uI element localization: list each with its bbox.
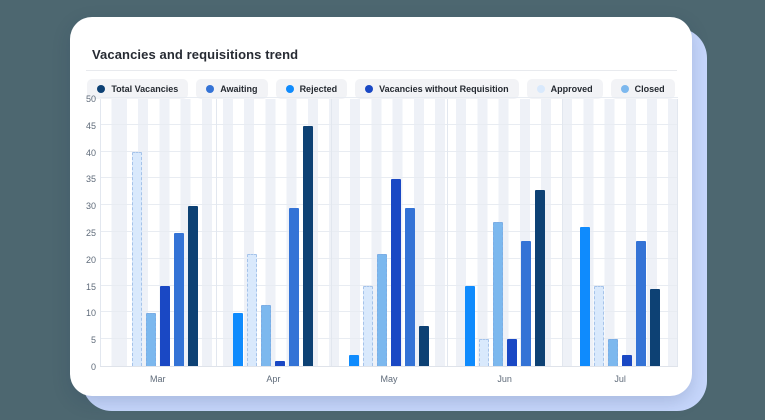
y-tick-label: 15 bbox=[85, 281, 96, 292]
horizontal-gridline bbox=[100, 257, 678, 259]
bar-closed-jun[interactable] bbox=[492, 221, 503, 366]
bar-total-vacancies-mar[interactable] bbox=[187, 205, 198, 366]
legend-dot-icon bbox=[536, 85, 545, 93]
y-tick-label: 25 bbox=[85, 228, 96, 238]
bar-rejected-jul[interactable] bbox=[580, 227, 591, 366]
bar-group-apr bbox=[216, 99, 332, 366]
bar-closed-may[interactable] bbox=[376, 253, 387, 366]
bar-approved-may[interactable] bbox=[362, 285, 373, 366]
horizontal-gridline bbox=[100, 204, 678, 206]
legend-item-rejected[interactable]: Rejected bbox=[275, 79, 348, 99]
bar-chart: 0 5 10 15 20 25 30 35 40 45 50 Mar Apr May Jun Jul bbox=[70, 17, 692, 396]
legend-item-label: Awaiting bbox=[220, 84, 258, 94]
legend-dot-icon bbox=[365, 85, 374, 93]
x-tick-label-may: May bbox=[380, 374, 398, 384]
bar-approved-apr[interactable] bbox=[247, 253, 258, 366]
legend-item-total-vacancies[interactable]: Total Vacancies bbox=[87, 79, 189, 99]
legend-dot-icon bbox=[620, 85, 629, 93]
plot-area bbox=[100, 97, 678, 367]
y-tick-label: 20 bbox=[85, 254, 96, 265]
bar-group-mar bbox=[100, 99, 216, 366]
y-tick-label: 5 bbox=[90, 335, 96, 346]
bar-awaiting-jul[interactable] bbox=[636, 240, 647, 366]
x-tick-label-mar: Mar bbox=[150, 374, 166, 384]
horizontal-gridline bbox=[100, 177, 678, 179]
vertical-gridline bbox=[331, 99, 333, 366]
bar-awaiting-jun[interactable] bbox=[520, 240, 531, 366]
bar-rejected-may[interactable] bbox=[348, 355, 359, 366]
vertical-gridline bbox=[215, 99, 217, 366]
bar-group-jul bbox=[562, 99, 678, 366]
legend-item-closed[interactable]: Closed bbox=[610, 79, 675, 99]
bar-vacancies-without-requisition-jun[interactable] bbox=[506, 339, 517, 366]
horizontal-gridline bbox=[100, 231, 678, 232]
bar-awaiting-apr[interactable] bbox=[289, 208, 300, 366]
bar-closed-apr[interactable] bbox=[261, 304, 272, 366]
horizontal-gridline bbox=[100, 97, 678, 98]
legend-item-label: Total Vacancies bbox=[111, 84, 179, 94]
bar-approved-mar[interactable] bbox=[131, 152, 142, 366]
horizontal-gridline bbox=[100, 150, 678, 152]
horizontal-gridline bbox=[100, 338, 678, 340]
chart-legend: Total Vacancies Awaiting Rejected Vacancies… bbox=[70, 79, 692, 99]
bar-rejected-apr[interactable] bbox=[233, 312, 244, 366]
bar-total-vacancies-jun[interactable] bbox=[534, 189, 545, 366]
legend-item-label: Closed bbox=[634, 84, 665, 94]
legend-item-approved[interactable]: Approved bbox=[526, 79, 603, 99]
y-tick-label: 35 bbox=[85, 174, 96, 185]
vertical-gridline bbox=[100, 99, 101, 366]
legend-dot-icon bbox=[285, 85, 294, 93]
legend-item-label: Rejected bbox=[299, 84, 338, 94]
vertical-gridline bbox=[562, 99, 564, 366]
x-tick-label-jul: Jul bbox=[614, 374, 626, 384]
bar-total-vacancies-may[interactable] bbox=[418, 325, 429, 366]
bar-vacancies-without-requisition-jul[interactable] bbox=[622, 355, 633, 366]
bar-rejected-jun[interactable] bbox=[464, 285, 475, 366]
bar-awaiting-mar[interactable] bbox=[173, 232, 184, 366]
bar-closed-jul[interactable] bbox=[608, 339, 619, 366]
y-tick-label: 45 bbox=[85, 120, 96, 131]
horizontal-gridline bbox=[100, 284, 678, 286]
legend-dot-icon bbox=[206, 85, 215, 93]
bar-total-vacancies-jul[interactable] bbox=[650, 288, 661, 366]
bar-approved-jul[interactable] bbox=[594, 285, 605, 366]
legend-item-label: Approved bbox=[550, 84, 593, 94]
horizontal-gridline bbox=[100, 311, 678, 313]
bar-total-vacancies-apr[interactable] bbox=[303, 125, 314, 366]
y-tick-label: 30 bbox=[85, 201, 96, 212]
y-tick-label: 40 bbox=[85, 147, 96, 158]
legend-item-label: Vacancies without Requisition bbox=[379, 84, 509, 94]
legend-item-awaiting[interactable]: Awaiting bbox=[196, 79, 268, 99]
bar-approved-jun[interactable] bbox=[478, 339, 489, 366]
bar-group-jun bbox=[447, 99, 563, 366]
title-divider bbox=[86, 70, 677, 71]
horizontal-gridline bbox=[100, 123, 678, 125]
bar-awaiting-may[interactable] bbox=[404, 208, 415, 366]
y-tick-label: 10 bbox=[85, 308, 96, 319]
bar-group-may bbox=[331, 99, 447, 366]
legend-item-vacancies-without-requisition[interactable]: Vacancies without Requisition bbox=[355, 79, 519, 99]
x-tick-label-apr: Apr bbox=[266, 374, 281, 384]
bar-vacancies-without-requisition-apr[interactable] bbox=[275, 360, 286, 366]
legend-dot-icon bbox=[97, 85, 106, 93]
chart-title: Vacancies and requisitions trend bbox=[92, 47, 299, 62]
bar-closed-mar[interactable] bbox=[145, 312, 156, 366]
x-tick-label-jun: Jun bbox=[497, 374, 512, 384]
vertical-gridline bbox=[446, 99, 448, 366]
bar-vacancies-without-requisition-mar[interactable] bbox=[159, 285, 170, 366]
y-tick-label: 0 bbox=[90, 362, 96, 372]
chart-card: Vacancies and requisitions trend Total V… bbox=[70, 17, 692, 396]
bar-vacancies-without-requisition-may[interactable] bbox=[390, 179, 401, 366]
vertical-gridline bbox=[677, 99, 678, 366]
